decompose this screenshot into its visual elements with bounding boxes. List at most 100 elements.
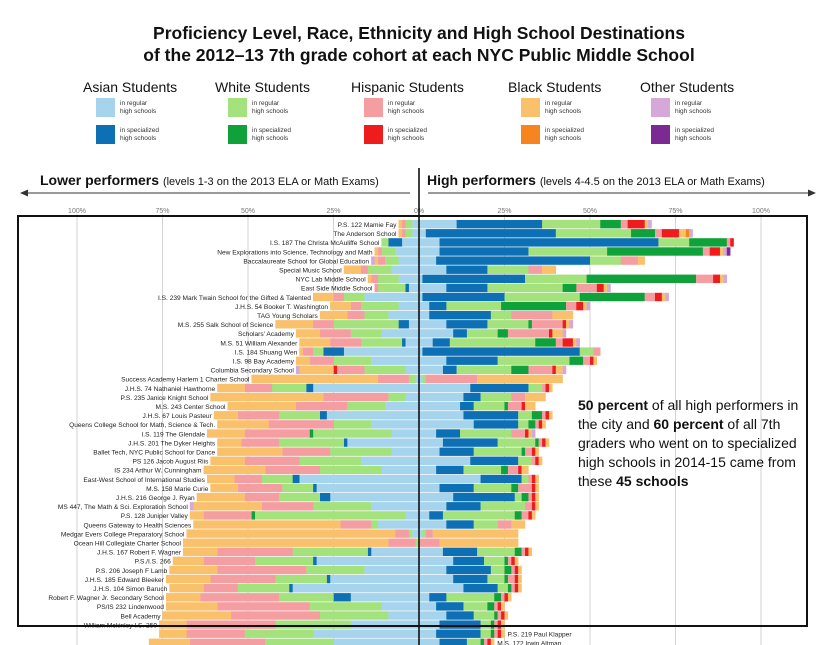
bar-segment-low-black_reg	[312, 292, 334, 302]
school-label: Robert F. Wagner Jr. Secondary School	[48, 595, 164, 602]
bar-segment-high-hisp_spec	[562, 338, 574, 347]
bar-segment-high-hisp_reg	[521, 547, 526, 556]
bar-segment-low-black_reg	[330, 301, 351, 311]
bar-segment-low-hisp_reg	[244, 383, 273, 393]
bar-segment-high-white_spec	[528, 320, 533, 329]
bar-segment-low-hisp_reg	[186, 629, 245, 638]
school-label: Ballet Tech, NYC Public School for Dance	[93, 450, 215, 457]
bar-segment-high-white_reg	[542, 220, 601, 229]
bar-segment-high-asian_spec	[463, 411, 519, 420]
bar-segment-high-asian_spec	[436, 256, 591, 265]
bar-segment-high-asian_spec	[473, 420, 519, 429]
bar-segment-high-hisp_reg	[507, 465, 519, 475]
bar-segment-low-black_reg	[210, 483, 238, 493]
bar-segment-high-other_reg	[665, 292, 669, 302]
bar-segment-high-white_reg	[590, 256, 621, 265]
school-row	[217, 420, 546, 429]
school-label: J.H.S. 185 Edward Bleeker	[85, 577, 165, 584]
bar-segment-low-asian_reg	[299, 474, 420, 484]
bar-segment-high-hisp_reg	[501, 593, 505, 602]
bar-segment-high-hisp_spec	[487, 638, 492, 645]
bar-segment-low-asian_reg	[405, 338, 420, 347]
bar-segment-low-hisp_reg	[265, 465, 321, 475]
school-row	[210, 483, 539, 493]
bar-segment-high-black_reg	[535, 447, 539, 456]
bar-segment-high-hisp_reg	[593, 347, 601, 356]
school-row	[172, 556, 519, 566]
bar-segment-low-white_reg	[330, 447, 392, 456]
bar-segment-low-asian_reg	[391, 265, 420, 274]
bar-segment-low-asian_reg	[326, 411, 420, 420]
school-label: I.S. 98 Bay Academy	[233, 359, 295, 366]
school-label: Ocean Hill Collegiate Charter School	[74, 541, 182, 548]
bar-segment-high-white_reg	[473, 447, 522, 456]
bar-segment-low-white_reg	[333, 420, 372, 429]
bar-segment-high-asian_reg	[419, 338, 433, 347]
legend-label-black-specialized: in specialized high schools	[545, 127, 585, 142]
school-row	[295, 329, 567, 338]
bar-segment-high-white_reg	[480, 629, 492, 638]
school-row	[299, 347, 601, 356]
bar-segment-low-asian_reg	[405, 511, 420, 520]
bar-segment-high-asian_spec	[429, 301, 447, 311]
school-label: The Anderson School	[333, 231, 397, 238]
bar-segment-low-white_reg	[312, 502, 372, 511]
bar-segment-high-hisp_reg	[726, 238, 731, 247]
bar-segment-high-asian_spec	[470, 456, 519, 465]
school-label: MS 447, The Math & Sci. Exploration Scho…	[58, 504, 189, 511]
bar-segment-high-asian_spec	[480, 474, 522, 484]
bar-segment-low-hisp_reg	[360, 265, 368, 274]
bar-segment-high-asian_reg	[419, 593, 430, 602]
bar-segment-low-black_reg	[275, 320, 314, 329]
bar-segment-high-asian_reg	[419, 602, 437, 611]
bar-segment-high-white_reg	[487, 320, 529, 329]
bar-segment-low-white_reg	[408, 529, 413, 538]
bar-segment-low-asian_reg	[343, 347, 420, 356]
bar-segment-high-asian_reg	[419, 402, 461, 411]
bar-segment-low-white_reg	[371, 520, 379, 529]
bar-segment-high-asian_reg	[419, 584, 464, 593]
bar-segment-low-black_reg	[299, 365, 334, 374]
bar-segment-high-black_reg	[518, 565, 522, 575]
bar-segment-high-hisp_spec	[504, 593, 509, 602]
bar-segment-low-hisp_reg	[350, 301, 362, 311]
school-row	[206, 429, 536, 438]
school-row	[169, 565, 522, 575]
school-row	[330, 301, 591, 311]
bar-segment-low-white_reg	[415, 538, 420, 547]
school-label: J.H.S. 216 George J. Ryan	[116, 495, 195, 502]
bar-segment-high-white_spec	[497, 329, 509, 338]
bar-segment-high-hisp_reg	[528, 365, 553, 374]
school-label: J.H.S. 104 Simon Baruch	[93, 586, 167, 593]
bar-segment-low-asian_reg	[381, 329, 420, 338]
bar-segment-low-asian_reg	[398, 274, 420, 283]
axis-tick-label: 100%	[752, 208, 770, 215]
bar-segment-high-hisp_spec	[497, 629, 502, 638]
bar-segment-low-asian_reg	[405, 365, 420, 374]
bar-segment-low-hisp_reg	[244, 429, 310, 438]
bar-segment-low-asian_spec	[289, 584, 293, 593]
bar-segment-low-asian_reg	[384, 402, 420, 411]
performer-arrows	[20, 189, 816, 197]
bar-segment-high-white_reg	[579, 347, 594, 356]
school-row	[343, 265, 556, 274]
bar-segment-high-hisp_spec	[528, 511, 533, 520]
bar-segment-low-white_reg	[377, 274, 399, 283]
bar-segment-high-hisp_reg	[528, 474, 533, 484]
school-label: Bell Academy	[121, 613, 162, 620]
bar-segment-low-asian_reg	[312, 629, 420, 638]
bar-segment-high-hisp_spec	[514, 584, 519, 593]
bar-segment-low-hisp_reg	[295, 402, 348, 411]
bar-segment-high-black_reg	[521, 465, 529, 475]
bar-segment-low-white_reg	[405, 229, 413, 238]
bar-segment-high-black_reg	[603, 283, 608, 293]
annotation-percent-2: 60 percent	[653, 416, 724, 432]
bar-segment-low-asian_reg	[395, 247, 420, 256]
bar-segment-low-black_reg	[374, 256, 379, 265]
bar-segment-high-black_reg	[661, 292, 666, 302]
bar-segment-high-hisp_reg	[494, 620, 498, 629]
bar-segment-high-asian_reg	[419, 283, 447, 293]
school-label: P.S. 128 Juniper Valley	[121, 513, 189, 520]
legend-label-other-specialized: in specialized high schools	[675, 127, 715, 142]
bar-segment-low-asian_reg	[405, 392, 420, 402]
